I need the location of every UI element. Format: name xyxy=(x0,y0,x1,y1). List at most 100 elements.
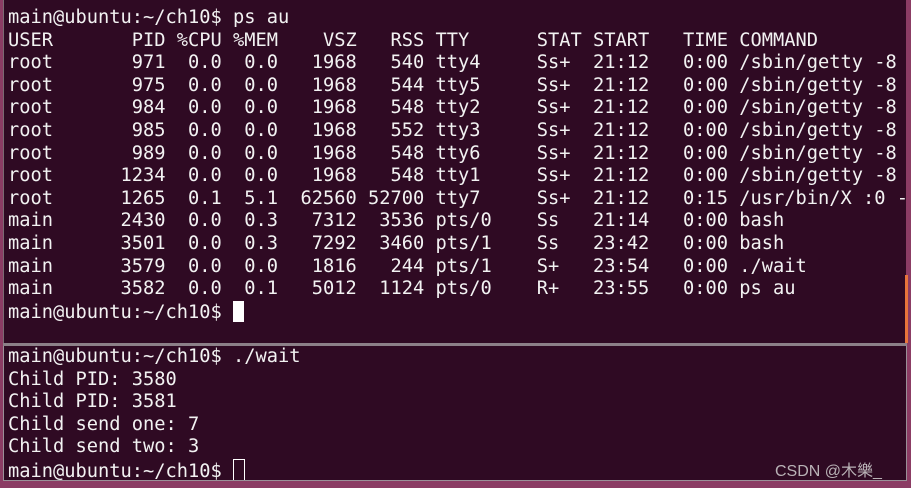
cell-cpu: 0.0 xyxy=(187,142,222,164)
cell-start: 23:54 xyxy=(592,255,650,277)
table-row: root 975 0.0 0.0 1968 544 tty5 Ss+ 21:12 0:00/sbi… xyxy=(8,75,906,98)
cell-start: 21:12 xyxy=(592,165,650,187)
cell-stat: Ss+ xyxy=(536,74,571,96)
cell-tty: tty1 xyxy=(435,165,481,187)
cell-mem: 0.1 xyxy=(244,278,278,300)
cell-pid: 3582 xyxy=(120,278,166,300)
cell-time: 0:00 xyxy=(682,52,728,74)
cell-pid: 3579 xyxy=(120,255,166,277)
table-row: root 985 0.0 0.0 1968 552 tty3 Ss+ 21:12 0:00/sbi… xyxy=(8,120,906,143)
cell-stat: STAT xyxy=(536,29,582,51)
cell-command: /sbin/getty -8 xyxy=(739,142,897,164)
cell-start: 21:12 xyxy=(592,187,650,209)
cell-vsz: 5012 xyxy=(311,278,357,300)
cell-user: root xyxy=(8,74,54,96)
cell-cpu: 0.0 xyxy=(187,255,222,277)
cell-mem: 0.3 xyxy=(244,210,278,232)
cell-time: 0:00 xyxy=(682,142,728,164)
prompt: main@ubuntu:~/ch10$ xyxy=(8,346,234,367)
table-row: main 3579 0.0 0.0 1816 244 pts/1 S+ 23:54 0:00 ./w… xyxy=(8,256,906,279)
cell-start: 23:42 xyxy=(592,232,650,254)
cell-user: main xyxy=(8,255,54,277)
cell-start: 21:14 xyxy=(592,210,650,232)
terminal-pane-bottom[interactable]: main@ubuntu:~/ch10$ ./wait Child PID: 35… xyxy=(3,346,907,481)
cell-stat: Ss+ xyxy=(536,165,571,187)
cell-tty: pts/1 xyxy=(435,255,492,277)
cell-rss: 1124 xyxy=(379,278,425,300)
prompt-line: main@ubuntu:~/ch10$ xyxy=(8,300,906,324)
cell-user: main xyxy=(8,232,54,254)
command-line: main@ubuntu:~/ch10$ ./wait xyxy=(8,346,301,369)
cell-stat: Ss+ xyxy=(536,119,571,141)
cell-tty: tty2 xyxy=(435,97,481,119)
cell-stat: Ss xyxy=(536,210,560,232)
cell-vsz: 7292 xyxy=(311,232,357,254)
ps-table-body: root 971 0.0 0.0 1968 540 tty4 Ss+ 21:12 0:00/sbi… xyxy=(8,52,906,301)
cell-user: root xyxy=(8,97,54,119)
cell-vsz: 1968 xyxy=(311,165,357,187)
cell-command: /sbin/getty -8 xyxy=(739,74,897,96)
terminal-pane-top[interactable]: main@ubuntu:~/ch10$ ps au USER PID %CPU %ME… xyxy=(3,0,906,343)
cell-tty: tty5 xyxy=(435,74,481,96)
cell-user: root xyxy=(8,119,54,141)
table-row: root 1265 0.1 5.1 62560 52700 tty7 Ss+ 21:12 0:15… xyxy=(8,188,906,211)
cell-rss: 3536 xyxy=(379,210,425,232)
cell-pid: 1265 xyxy=(120,187,166,209)
pane-divider[interactable] xyxy=(3,343,907,346)
scrollbar-thumb[interactable] xyxy=(905,275,908,343)
cell-cpu: 0.0 xyxy=(187,74,222,96)
cell-command: ./wait xyxy=(739,255,807,277)
cell-command: /sbin/getty -8 xyxy=(739,119,897,141)
table-row: main 3501 0.0 0.3 7292 3460 pts/1 Ss 23:42 0:00 ba… xyxy=(8,233,906,256)
cell-tty: pts/0 xyxy=(435,278,492,300)
cell-time: 0:00 xyxy=(682,165,728,187)
cell-vsz: 7312 xyxy=(311,210,357,232)
cell-tty: tty6 xyxy=(435,142,481,164)
cell-start: 21:12 xyxy=(592,142,650,164)
cell-tty: pts/1 xyxy=(435,232,492,254)
cell-tty: tty7 xyxy=(435,187,481,209)
table-row: root 984 0.0 0.0 1968 548 tty2 Ss+ 21:12 0:00/sbi… xyxy=(8,97,906,120)
cell-cpu: %CPU xyxy=(176,29,222,51)
cell-command: bash xyxy=(739,210,785,232)
cell-pid: 985 xyxy=(131,119,166,141)
cell-vsz: 62560 xyxy=(300,187,357,209)
cell-time: 0:15 xyxy=(682,187,728,209)
cell-start: START xyxy=(592,29,650,51)
table-row: root 989 0.0 0.0 1968 548 tty6 Ss+ 21:12 0:00/sbi… xyxy=(8,143,906,166)
prompt: main@ubuntu:~/ch10$ xyxy=(8,460,234,481)
cell-rss: 548 xyxy=(390,165,425,187)
cell-vsz: 1968 xyxy=(311,119,357,141)
ps-table-header: USER PID %CPU %MEM VSZ RSS TTY STAT START TIME COM… xyxy=(8,30,906,53)
cell-pid: 989 xyxy=(131,142,166,164)
cell-time: TIME xyxy=(682,29,728,51)
output-line: Child send one: 7 xyxy=(8,413,200,435)
cell-cpu: 0.0 xyxy=(187,97,222,119)
cell-command: /sbin/getty -8 xyxy=(739,165,897,187)
cell-cpu: 0.0 xyxy=(187,210,222,232)
cell-command: ps au xyxy=(739,278,796,300)
cell-vsz: 1968 xyxy=(311,97,357,119)
cell-tty: tty3 xyxy=(435,119,481,141)
cell-rss: 3460 xyxy=(379,232,425,254)
cell-pid: 3501 xyxy=(120,232,166,254)
cell-rss: 544 xyxy=(390,74,425,96)
cell-mem: 0.0 xyxy=(244,255,278,277)
watermark: CSDN @木樂_ xyxy=(775,463,882,480)
cell-user: root xyxy=(8,187,54,209)
cell-time: 0:00 xyxy=(682,278,728,300)
cell-pid: 971 xyxy=(131,52,166,74)
cell-stat: Ss+ xyxy=(536,97,571,119)
cell-user: root xyxy=(8,142,54,164)
cell-mem: 0.0 xyxy=(244,97,278,119)
cell-cpu: 0.0 xyxy=(187,278,222,300)
cell-user: root xyxy=(8,165,54,187)
cell-rss: RSS xyxy=(390,29,425,51)
cell-pid: PID xyxy=(131,29,166,51)
cell-time: 0:00 xyxy=(682,255,728,277)
table-row: main 2430 0.0 0.3 7312 3536 pts/0 Ss 21:14 0:00 ba… xyxy=(8,210,906,233)
cell-stat: Ss+ xyxy=(536,52,571,74)
cell-user: root xyxy=(8,52,54,74)
cell-rss: 540 xyxy=(390,52,425,74)
